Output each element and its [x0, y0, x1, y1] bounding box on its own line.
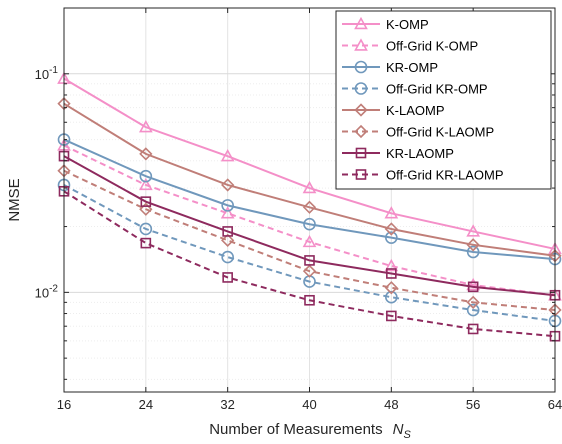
legend-item-off-grid-kr-laomp: Off-Grid KR-LAOMP — [342, 168, 504, 183]
series-layer — [57, 71, 562, 342]
legend-marker — [354, 60, 368, 74]
legend: K-OMP Off-Grid K-OMP KR-OMP Off-Grid KR-OMP… — [335, 10, 552, 190]
data-point-off-grid-k-laomp — [221, 233, 235, 247]
data-point-k-omp — [220, 148, 235, 162]
y-tick-label: 10-1 — [35, 65, 59, 82]
legend-marker — [354, 38, 368, 51]
series-line-off-grid-kr-omp — [63, 184, 556, 322]
legend-label: Off-Grid K-LAOMP — [386, 125, 494, 140]
legend-item-off-grid-k-laomp: Off-Grid K-LAOMP — [342, 125, 494, 140]
x-tick-label: 16 — [57, 397, 71, 412]
x-axis-label-subscript: S — [403, 429, 411, 441]
data-point-off-grid-kr-laomp — [140, 237, 152, 249]
y-tick-exponent: -2 — [49, 283, 58, 294]
data-point-k-laomp — [384, 222, 398, 236]
legend-box — [335, 10, 552, 190]
x-tick-label: 24 — [139, 397, 153, 412]
legend-item-kr-laomp: KR-LAOMP — [342, 146, 454, 161]
data-point-k-laomp — [466, 238, 480, 252]
data-point-kr-laomp — [140, 196, 152, 207]
legend-label: Off-Grid KR-OMP — [386, 82, 488, 97]
data-point-off-grid-kr-omp — [466, 303, 480, 317]
y-axis-label: NMSE — [6, 178, 23, 221]
x-tick-label: 64 — [548, 397, 562, 412]
series-line-kr-omp — [63, 138, 556, 261]
data-point-kr-laomp — [467, 281, 479, 293]
data-point-k-omp — [138, 120, 153, 133]
y-tick-label: 10-2 — [35, 283, 59, 300]
grid — [63, 7, 556, 392]
x-axis-label: Number of Measurements NS — [209, 421, 411, 441]
data-point-off-grid-k-omp — [302, 234, 317, 248]
data-point-kr-omp — [221, 199, 234, 212]
data-point-off-grid-k-laomp — [466, 295, 480, 309]
data-point-k-omp — [302, 180, 317, 194]
series-line-k-laomp — [63, 102, 556, 257]
data-point-off-grid-k-laomp — [139, 202, 153, 216]
data-point-off-grid-k-omp — [220, 206, 235, 219]
series-line-kr-laomp — [63, 155, 556, 297]
x-tick-label: 40 — [302, 397, 316, 412]
data-point-off-grid-k-omp — [466, 277, 481, 291]
legend-marker — [354, 103, 368, 117]
series-line-off-grid-k-omp — [63, 144, 556, 297]
data-point-off-grid-kr-omp — [385, 290, 398, 304]
legend-marker — [354, 16, 368, 30]
data-point-off-grid-kr-omp — [221, 250, 234, 264]
x-tick-label: 56 — [466, 397, 480, 412]
data-point-off-grid-kr-laomp — [386, 310, 397, 322]
y-tick-base: 10 — [35, 67, 49, 82]
data-point-off-grid-k-laomp — [384, 281, 398, 295]
legend-item-off-grid-k-omp: Off-Grid K-OMP — [342, 38, 478, 54]
series-line-off-grid-k-laomp — [63, 169, 556, 312]
legend-marker — [354, 82, 368, 95]
y-tick-exponent: -1 — [49, 65, 58, 76]
series-line-off-grid-kr-laomp — [63, 190, 556, 338]
data-point-kr-laomp — [386, 268, 397, 279]
data-point-kr-omp — [466, 245, 480, 259]
legend-marker — [355, 169, 367, 180]
series-off-grid-kr-laomp — [58, 185, 561, 342]
legend-label: KR-OMP — [386, 60, 438, 75]
legend-label: K-OMP — [386, 17, 429, 32]
data-point-off-grid-k-omp — [384, 258, 399, 272]
data-point-off-grid-kr-omp — [139, 222, 153, 236]
x-tick-label: 48 — [384, 397, 398, 412]
y-tick-base: 10 — [35, 285, 49, 300]
legend-label: Off-Grid KR-LAOMP — [386, 168, 504, 183]
x-axis-label-text: Number of Measurements — [209, 421, 382, 438]
data-point-kr-omp — [139, 169, 153, 183]
series-kr-laomp — [58, 150, 561, 301]
data-point-off-grid-k-laomp — [302, 264, 317, 278]
series-line-k-omp — [63, 77, 556, 250]
data-point-kr-omp — [385, 231, 398, 244]
legend-marker — [355, 147, 367, 159]
series-off-grid-kr-omp — [57, 178, 562, 328]
data-point-kr-laomp — [304, 255, 315, 266]
data-point-k-laomp — [302, 200, 317, 214]
legend-item-k-omp: K-OMP — [342, 16, 429, 32]
data-point-k-omp — [384, 206, 399, 219]
data-point-off-grid-kr-laomp — [467, 323, 479, 335]
legend-item-off-grid-kr-omp: Off-Grid KR-OMP — [342, 82, 488, 97]
data-point-off-grid-kr-laomp — [222, 272, 233, 283]
x-tick-label: 32 — [220, 397, 234, 412]
legend-item-k-laomp: K-LAOMP — [342, 103, 445, 118]
data-point-off-grid-kr-laomp — [304, 294, 315, 306]
x-axis-label-symbol: N — [393, 421, 404, 438]
data-point-kr-laomp — [222, 226, 233, 237]
data-point-k-laomp — [139, 147, 153, 161]
legend-label: K-LAOMP — [386, 103, 445, 118]
data-point-k-laomp — [221, 178, 235, 192]
legend-label: KR-LAOMP — [386, 146, 454, 161]
data-point-kr-omp — [303, 217, 316, 231]
data-point-off-grid-k-omp — [138, 177, 153, 191]
legend-item-kr-omp: KR-OMP — [342, 60, 438, 75]
legend-label: Off-Grid K-OMP — [386, 39, 478, 54]
series-kr-omp — [57, 133, 562, 266]
data-point-k-omp — [466, 224, 481, 237]
legend-marker — [354, 124, 368, 139]
